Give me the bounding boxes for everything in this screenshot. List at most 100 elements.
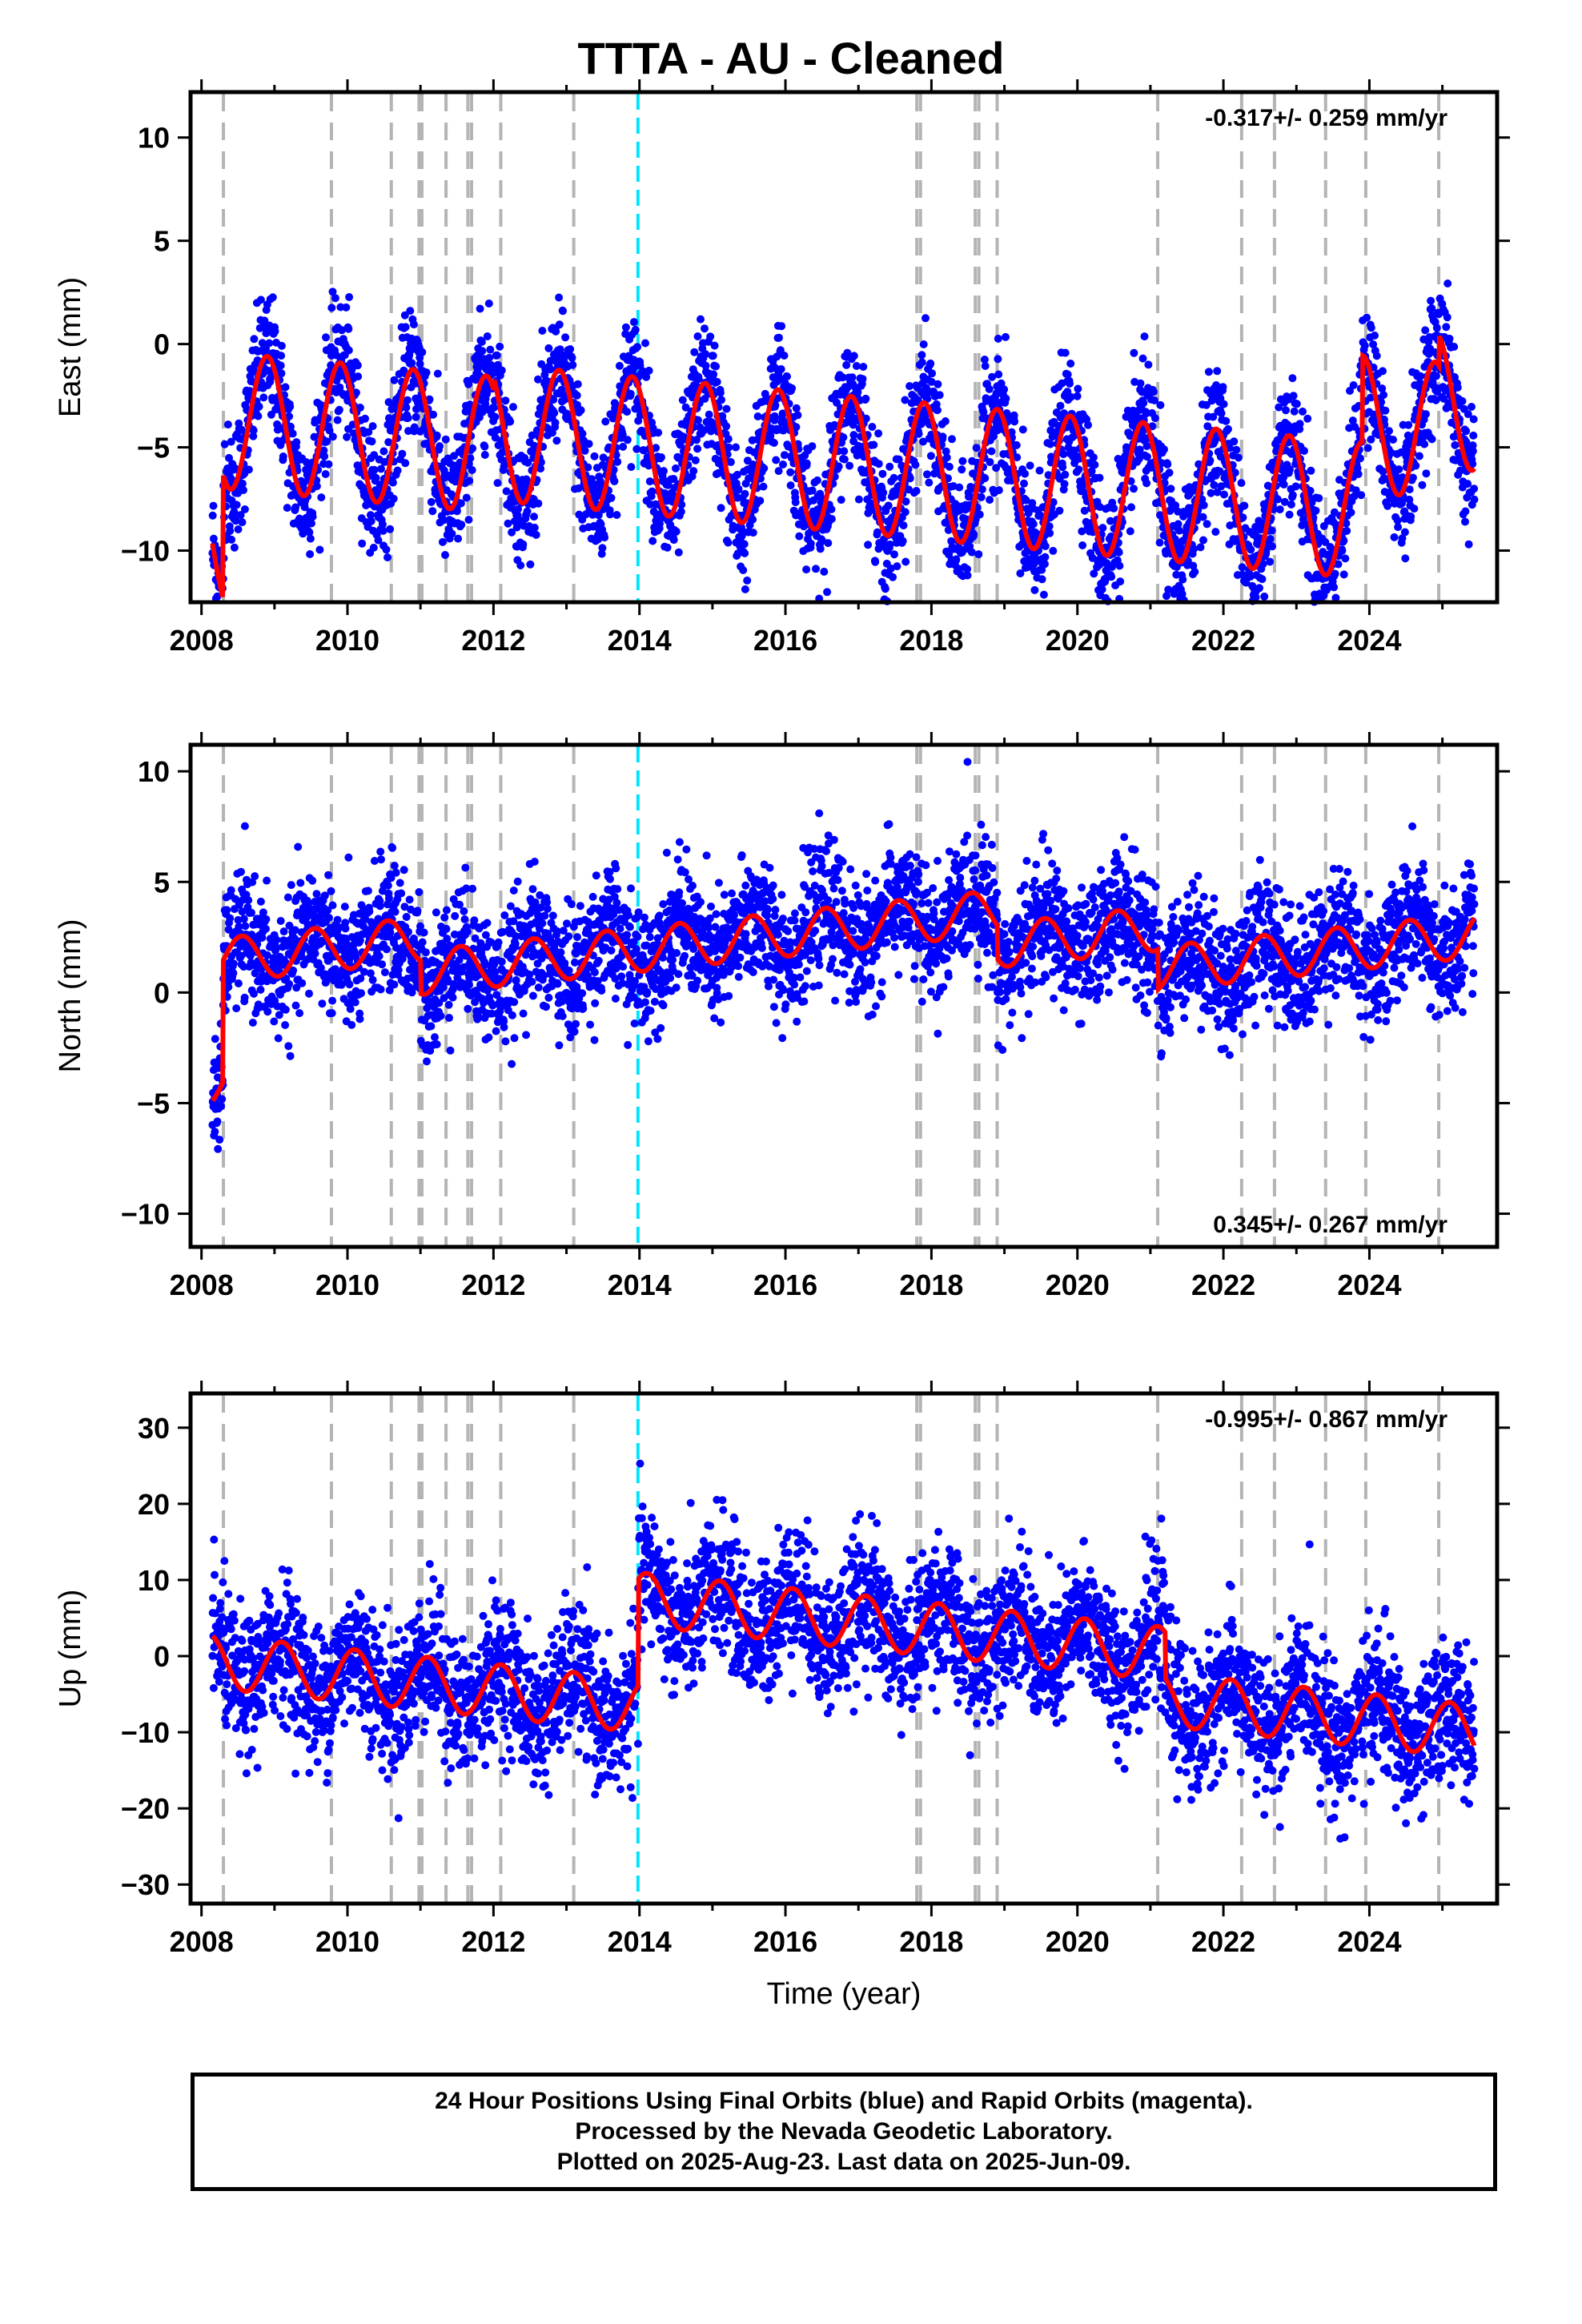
data-point: [1110, 504, 1118, 513]
data-point: [1418, 480, 1427, 489]
data-point: [775, 333, 783, 342]
data-point: [839, 433, 848, 442]
data-point: [327, 304, 336, 312]
data-point: [627, 463, 636, 472]
data-point: [325, 426, 334, 435]
data-point: [1268, 542, 1277, 551]
data-point: [1012, 440, 1021, 449]
data-point: [802, 459, 811, 468]
y-tick-label: 10: [138, 122, 170, 155]
data-point: [1155, 538, 1164, 547]
data-point: [709, 352, 717, 360]
data-point: [717, 396, 725, 404]
data-point: [534, 499, 543, 508]
data-point: [749, 529, 757, 537]
data-point: [250, 989, 258, 998]
data-point: [1078, 541, 1087, 549]
data-point: [1311, 506, 1320, 515]
data-point: [241, 922, 250, 931]
data-point: [986, 496, 994, 505]
data-point: [1395, 465, 1403, 474]
data-point: [1149, 388, 1158, 396]
data-point: [759, 482, 768, 491]
data-point: [1144, 360, 1153, 369]
data-point: [871, 557, 880, 566]
data-point: [1371, 332, 1379, 340]
data-point: [623, 408, 632, 416]
data-point: [251, 872, 259, 881]
data-point: [1363, 444, 1372, 452]
data-point: [225, 453, 233, 462]
data-point: [678, 396, 687, 404]
data-point: [923, 470, 931, 479]
data-point: [377, 855, 385, 864]
data-point: [270, 1017, 279, 1026]
data-point: [358, 539, 367, 548]
data-point: [1421, 326, 1430, 335]
data-point: [1136, 379, 1145, 388]
data-point: [606, 510, 614, 519]
data-point: [1219, 400, 1228, 408]
data-point: [404, 927, 412, 936]
data-point: [808, 442, 817, 451]
data-point: [347, 1020, 356, 1029]
data-point: [934, 406, 942, 415]
data-point: [1307, 466, 1315, 475]
data-point: [215, 1136, 224, 1144]
data-point: [1165, 468, 1174, 477]
data-point: [769, 439, 778, 447]
data-point: [942, 453, 951, 462]
data-point: [211, 1035, 219, 1043]
data-point: [1450, 343, 1459, 351]
data-point: [549, 396, 558, 404]
data-point: [240, 993, 249, 1002]
data-point: [1379, 391, 1388, 400]
data-point: [244, 465, 253, 474]
data-point: [599, 453, 608, 462]
data-point: [390, 980, 399, 989]
data-point: [1002, 332, 1010, 341]
data-point: [427, 1022, 436, 1031]
data-point: [240, 505, 249, 513]
data-point: [485, 353, 494, 362]
x-tick-label: 2024: [1337, 624, 1401, 657]
data-point: [456, 499, 465, 508]
data-point: [552, 436, 561, 445]
data-point: [1288, 374, 1297, 383]
data-point: [1041, 560, 1049, 569]
data-point: [845, 461, 854, 470]
data-point: [318, 999, 327, 1008]
data-point: [576, 406, 585, 415]
data-point: [1443, 313, 1452, 322]
data-point: [271, 944, 280, 953]
data-point: [508, 528, 516, 537]
x-tick-label: 2010: [315, 624, 379, 657]
data-point: [568, 360, 577, 369]
data-point: [263, 876, 271, 885]
data-point: [697, 315, 705, 324]
data-point: [1343, 526, 1351, 535]
x-tick-label: 2018: [899, 624, 963, 657]
data-point: [524, 458, 532, 467]
data-point: [1390, 533, 1399, 541]
data-point: [398, 449, 407, 458]
data-point: [660, 467, 668, 476]
data-point: [1030, 585, 1039, 594]
data-point: [1385, 427, 1393, 436]
data-point: [400, 866, 408, 875]
y-tick-label: 5: [154, 225, 170, 258]
data-point: [709, 370, 718, 379]
data-point: [292, 438, 301, 447]
data-point: [248, 1019, 257, 1027]
data-point: [975, 510, 984, 519]
data-point: [842, 360, 851, 369]
data-point: [230, 508, 239, 517]
data-point: [440, 913, 449, 922]
data-point: [312, 482, 321, 491]
data-point: [590, 452, 599, 460]
data-point: [1458, 396, 1467, 405]
data-point: [594, 511, 603, 520]
data-point: [1074, 465, 1083, 474]
data-point: [1464, 480, 1472, 489]
